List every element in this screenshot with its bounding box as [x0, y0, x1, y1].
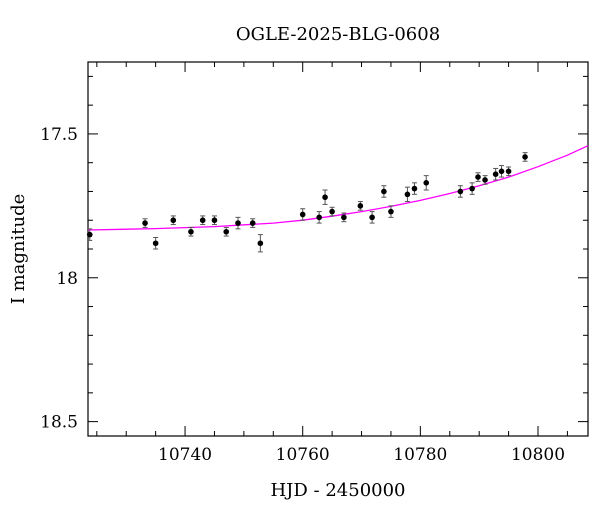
x-axis-label: HJD - 2450000	[270, 480, 405, 501]
data-point	[223, 226, 230, 237]
data-point	[498, 165, 505, 178]
data-point	[423, 175, 430, 191]
y-axis-label: I magnitude	[8, 194, 29, 305]
data-point	[404, 186, 411, 203]
data-marker	[142, 220, 148, 226]
data-point	[522, 152, 528, 162]
data-marker	[329, 208, 335, 215]
x-tick-label: 10740	[158, 445, 212, 465]
data-points	[86, 152, 528, 253]
data-point	[381, 185, 387, 198]
data-point	[369, 211, 375, 224]
data-marker	[411, 185, 418, 192]
data-point	[341, 212, 347, 223]
data-point	[482, 175, 488, 185]
data-point	[469, 182, 475, 195]
y-tick-label: 18.5	[40, 413, 78, 433]
chart-title: OGLE-2025-BLG-0608	[236, 24, 440, 45]
data-marker	[369, 214, 375, 221]
data-marker	[316, 214, 322, 221]
plot-frame	[87, 61, 589, 437]
y-tick-label: 18	[56, 269, 78, 289]
data-marker	[223, 228, 230, 235]
data-marker	[199, 217, 206, 224]
data-point	[299, 208, 306, 221]
axis-ticks	[88, 62, 588, 436]
data-point	[249, 218, 256, 228]
data-point	[492, 167, 499, 181]
data-marker	[404, 191, 411, 198]
data-marker	[211, 217, 218, 224]
data-point	[357, 201, 364, 211]
data-point	[316, 211, 322, 224]
data-marker	[322, 194, 328, 201]
data-point	[322, 189, 328, 205]
data-point	[457, 185, 464, 198]
x-tick-labels: 10740 10760 10780 10800	[158, 445, 565, 465]
data-point	[211, 215, 218, 226]
data-marker	[341, 214, 347, 221]
data-point	[505, 166, 512, 177]
data-point	[388, 205, 394, 218]
data-point	[142, 218, 148, 228]
data-point	[199, 215, 206, 226]
model-curve	[87, 145, 589, 231]
data-marker	[249, 220, 256, 226]
data-marker	[170, 217, 177, 224]
data-marker	[235, 220, 241, 226]
data-point	[170, 215, 177, 226]
data-marker	[498, 168, 505, 175]
x-tick-label: 10780	[393, 445, 447, 465]
data-marker	[257, 240, 264, 247]
x-tick-label: 10760	[276, 445, 330, 465]
data-marker	[86, 231, 93, 238]
data-marker	[482, 177, 488, 183]
data-point	[475, 172, 481, 182]
data-marker	[522, 154, 528, 160]
data-point	[152, 236, 159, 250]
data-point	[188, 226, 194, 237]
data-point	[329, 206, 335, 217]
y-tick-labels: 17.5 18 18.5	[40, 125, 78, 433]
data-point	[257, 234, 264, 253]
y-tick-label: 17.5	[40, 125, 78, 145]
data-marker	[492, 171, 499, 177]
data-marker	[505, 168, 512, 175]
data-point	[86, 228, 93, 241]
data-marker	[299, 211, 306, 218]
data-marker	[381, 188, 387, 195]
data-marker	[423, 180, 430, 186]
data-marker	[475, 174, 481, 180]
x-tick-label: 10800	[511, 445, 565, 465]
data-point	[235, 216, 241, 230]
data-marker	[152, 240, 159, 247]
data-point	[411, 182, 418, 195]
data-marker	[357, 203, 364, 209]
data-marker	[469, 185, 475, 192]
data-marker	[188, 228, 194, 235]
data-marker	[457, 188, 464, 195]
data-marker	[388, 208, 394, 215]
